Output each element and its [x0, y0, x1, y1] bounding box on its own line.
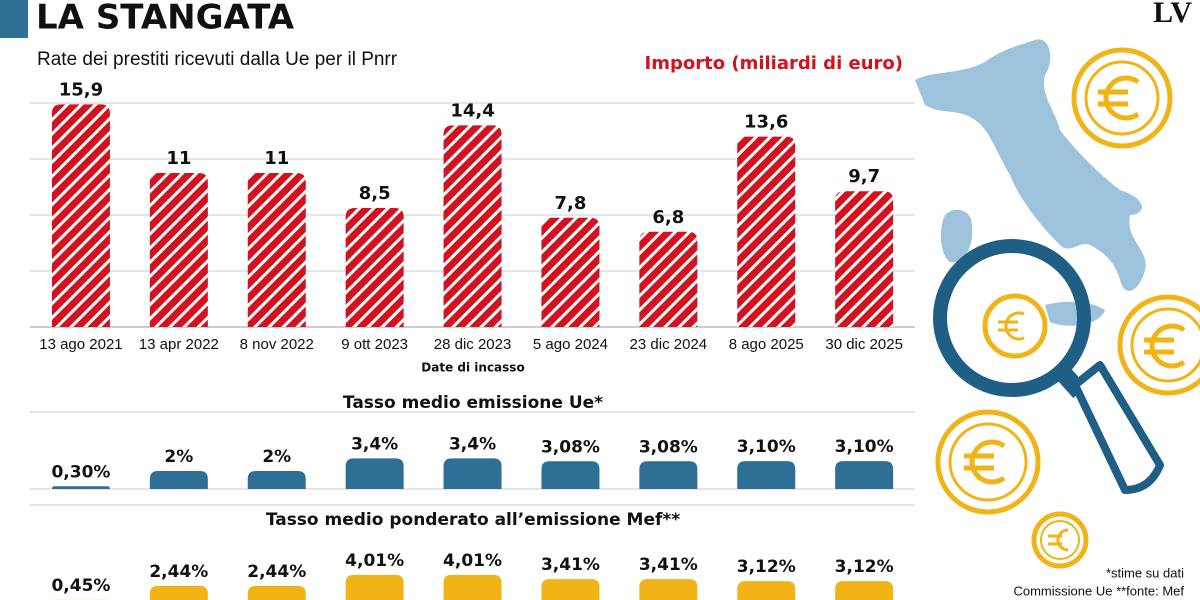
bar: [51, 486, 110, 489]
bar: [247, 585, 306, 600]
map-sicily: [1045, 301, 1105, 326]
bar: [149, 471, 208, 489]
decoration: [915, 39, 1200, 569]
bar: [737, 461, 796, 489]
value-label: 3,12%: [737, 557, 796, 577]
x-axis-label: Date di incasso: [421, 361, 524, 375]
x-tick-label: 30 dic 2025: [825, 336, 903, 353]
bar: [639, 579, 698, 600]
bar: [541, 461, 600, 489]
x-tick-label: 28 dic 2023: [434, 336, 512, 353]
value-label: 0,45%: [51, 576, 110, 596]
chart-title: Tasso medio ponderato all’emissione Mef*…: [266, 510, 680, 530]
value-label: 15,9: [59, 79, 103, 100]
bar: [737, 136, 796, 327]
bar: [149, 173, 208, 327]
value-label: 2,44%: [247, 562, 306, 582]
chart-title: Tasso medio emissione Ue*: [343, 393, 603, 413]
value-label: 4,01%: [443, 551, 502, 571]
map-sardinia: [940, 209, 973, 263]
bar: [443, 458, 502, 489]
value-label: 3,10%: [835, 437, 894, 457]
value-label: 3,4%: [351, 434, 398, 454]
bar: [639, 231, 698, 327]
value-label: 2,44%: [149, 562, 208, 582]
value-label: 3,12%: [835, 557, 894, 577]
value-label: 3,10%: [737, 437, 796, 457]
logo: LV: [1153, 0, 1192, 29]
chart-subtitle: Rate dei prestiti ricevuti dalla Ue per …: [37, 49, 398, 70]
value-label: 7,8: [555, 193, 587, 214]
magnifier: [933, 239, 1164, 494]
value-label: 4,01%: [345, 551, 404, 571]
value-label: 3,41%: [639, 555, 698, 575]
bar: [737, 581, 796, 600]
title-mark: [0, 0, 28, 38]
bar: [345, 208, 404, 327]
x-tick-label: 9 ott 2023: [341, 336, 408, 353]
value-label: 11: [166, 148, 191, 169]
value-label: 3,08%: [541, 437, 600, 457]
x-tick-label: 5 ago 2024: [533, 336, 608, 353]
bar: [541, 217, 600, 327]
bar: [247, 471, 306, 489]
coins: [935, 47, 1200, 569]
x-tick-label: 13 apr 2022: [139, 336, 219, 353]
value-label: 14,4: [450, 100, 494, 121]
bar: [835, 191, 894, 327]
footnote: *stime su dati: [1106, 565, 1184, 580]
value-label: 8,5: [359, 183, 391, 204]
value-label: 13,6: [744, 112, 788, 133]
x-tick-label: 8 ago 2025: [729, 336, 804, 353]
map-italy: [915, 39, 1146, 291]
bar: [541, 579, 600, 600]
bar: [51, 104, 110, 328]
value-label: 9,7: [848, 166, 880, 187]
value-axis-label: Importo (miliardi di euro): [645, 53, 903, 74]
value-label: 3,08%: [639, 437, 698, 457]
x-tick-label: 13 ago 2021: [39, 336, 122, 353]
bar: [247, 173, 306, 327]
x-tick-label: 8 nov 2022: [240, 336, 314, 353]
bar: [345, 458, 404, 489]
bar: [443, 574, 502, 600]
bar: [639, 461, 698, 489]
bar: [443, 125, 502, 328]
value-label: 0,30%: [51, 462, 110, 482]
bar: [149, 585, 208, 600]
footnote: Commissione Ue **fonte: Mef: [1013, 583, 1184, 598]
page-title: LA STANGATA: [36, 0, 295, 38]
bar: [345, 574, 404, 600]
value-label: 2%: [164, 447, 193, 467]
x-tick-label: 23 dic 2024: [630, 336, 708, 353]
value-label: 6,8: [652, 207, 684, 228]
value-label: 3,41%: [541, 555, 600, 575]
bar: [835, 581, 894, 600]
value-label: 11: [264, 148, 289, 169]
bar: [835, 461, 894, 489]
value-label: 3,4%: [449, 434, 496, 454]
value-label: 2%: [262, 447, 291, 467]
